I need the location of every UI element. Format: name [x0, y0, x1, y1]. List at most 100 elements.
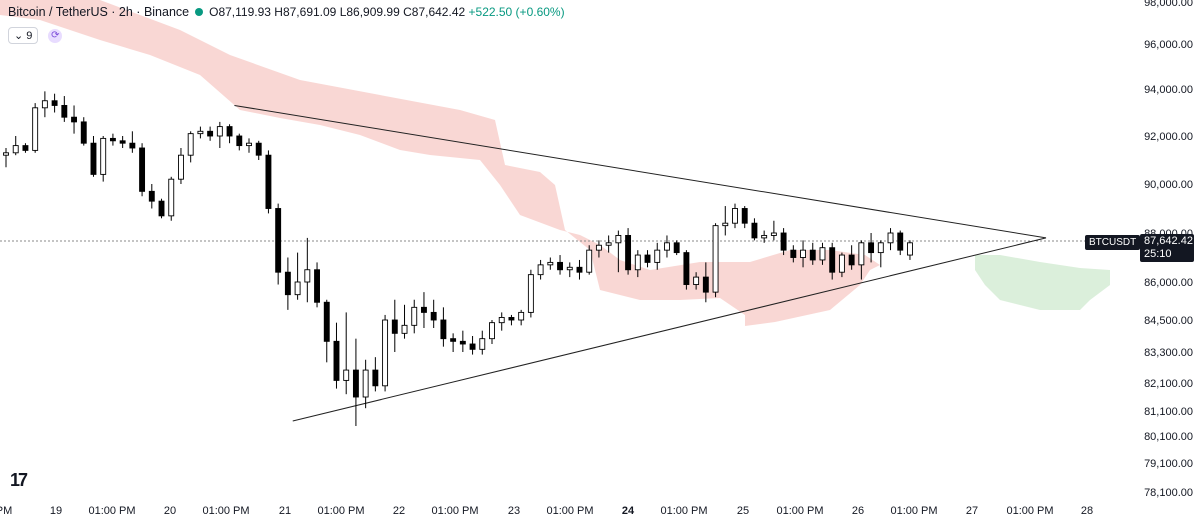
candle — [100, 136, 107, 182]
last-price-badge: 87,642.42 25:10 — [1140, 234, 1194, 262]
candle — [761, 230, 768, 243]
candle-body — [430, 311, 437, 321]
x-tick-label: 26 — [852, 505, 864, 517]
candle-body — [450, 338, 457, 342]
candle-body — [22, 145, 29, 151]
x-tick-label: 01:00 PM — [546, 505, 593, 517]
candle-body — [333, 340, 340, 381]
candle — [275, 203, 282, 285]
y-tick-label: 92,000.00 — [1144, 131, 1193, 143]
candle-body — [868, 242, 875, 254]
candle — [887, 228, 894, 251]
y-tick-label: 96,000.00 — [1144, 39, 1193, 51]
candle-body — [32, 107, 39, 151]
candle-body — [80, 121, 87, 144]
time-axis[interactable]: PM 19 01:00 PM 20 01:00 PM 21 01:00 PM 22 01:00 … — [0, 505, 1093, 517]
candle — [897, 230, 904, 256]
candle-body — [907, 242, 913, 256]
candle-body — [119, 140, 126, 144]
candle-body — [838, 254, 845, 273]
change-value: +522.50 (+0.60%) — [468, 5, 565, 19]
candle-body — [576, 266, 583, 273]
candle-body — [770, 232, 777, 236]
candle-body — [829, 247, 836, 273]
open-value: O87,119.93 — [209, 5, 271, 19]
candle — [576, 259, 583, 280]
candle — [323, 299, 330, 363]
candle-body — [352, 369, 359, 398]
candle-body — [129, 142, 136, 149]
x-tick-label: 01:00 PM — [202, 505, 249, 517]
candle — [838, 252, 845, 278]
candle-body — [518, 311, 525, 321]
candle-body — [479, 338, 486, 350]
candle-body — [382, 319, 389, 387]
candle-body — [722, 222, 729, 227]
candle — [489, 320, 495, 344]
candle — [770, 220, 777, 241]
candle-body — [109, 137, 116, 142]
candle — [508, 314, 515, 326]
x-tick-label: PM — [0, 505, 12, 517]
candle — [586, 245, 593, 275]
candle — [32, 103, 39, 153]
candle — [401, 304, 408, 339]
candle — [829, 242, 836, 280]
candle-body — [877, 242, 884, 254]
candle — [304, 237, 311, 303]
candle — [809, 242, 816, 265]
y-tick-label: 79,100.00 — [1144, 458, 1193, 470]
candle — [848, 245, 855, 270]
candle-body — [12, 145, 19, 154]
candle-body — [693, 276, 700, 285]
candle — [537, 259, 544, 280]
candle-body — [411, 306, 418, 326]
bullish-cloud — [975, 255, 1110, 310]
x-tick-label: 01:00 PM — [660, 505, 707, 517]
x-tick-label: 25 — [737, 505, 749, 517]
candle — [780, 228, 787, 256]
candle — [207, 126, 214, 141]
y-tick-label: 86,000.00 — [1144, 277, 1193, 289]
price-axis[interactable]: 98,000.00 96,000.00 94,000.00 92,000.00 90,0… — [1144, 0, 1193, 499]
sync-icon[interactable]: ⟳ — [48, 28, 63, 43]
candle — [693, 272, 700, 290]
candle — [314, 262, 320, 308]
market-status-icon — [195, 8, 204, 16]
x-tick-label: 01:00 PM — [317, 505, 364, 517]
candle — [566, 262, 573, 278]
bar-countdown: 25:10 — [1144, 248, 1172, 260]
candle-body — [226, 126, 233, 137]
candle — [469, 336, 476, 355]
candle-body — [284, 271, 291, 296]
y-tick-label: 90,000.00 — [1144, 179, 1193, 191]
x-tick-label: 24 — [622, 505, 635, 517]
x-tick-label: 27 — [966, 505, 978, 517]
candle — [868, 233, 875, 263]
candle-body — [41, 100, 48, 109]
indicator-toggle[interactable]: ⌄ 9 — [8, 27, 39, 44]
y-tick-label: 84,500.00 — [1144, 315, 1193, 327]
candle-body — [819, 247, 826, 261]
candle-body — [654, 249, 661, 263]
candle — [109, 133, 116, 146]
candle-body — [197, 130, 204, 135]
candle-body — [148, 190, 155, 202]
triangle-trendlines — [234, 104, 1047, 422]
y-tick-label: 81,100.00 — [1144, 406, 1193, 418]
candle — [712, 223, 719, 298]
candle — [527, 269, 534, 318]
candle-body — [683, 252, 690, 285]
candle — [498, 312, 505, 331]
y-tick-label: 80,100.00 — [1144, 431, 1193, 443]
candle — [168, 176, 175, 221]
candle-body — [158, 200, 165, 217]
candle — [459, 330, 466, 352]
candle — [80, 117, 87, 146]
chevron-down-icon: ⌄ — [14, 30, 24, 42]
x-tick-label: 01:00 PM — [1006, 505, 1053, 517]
symbol-title[interactable]: Bitcoin / TetherUS · 2h · Binance — [8, 5, 190, 19]
candle-body — [168, 178, 175, 217]
candle — [664, 235, 670, 258]
